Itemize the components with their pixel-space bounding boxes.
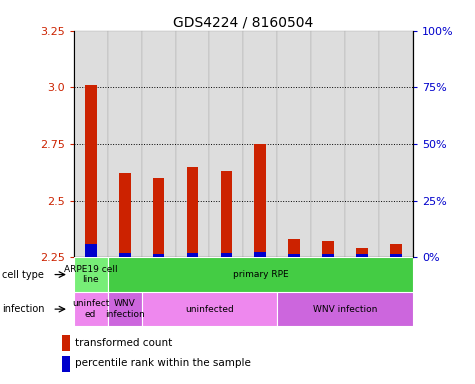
Bar [187, 253, 199, 257]
Bar [220, 253, 232, 257]
Text: cell type: cell type [2, 270, 44, 280]
Bar [390, 244, 402, 257]
Bar [107, 31, 142, 257]
Bar [176, 31, 209, 257]
Bar [152, 178, 164, 257]
Text: uninfect
ed: uninfect ed [72, 300, 109, 319]
Bar [74, 292, 107, 326]
Text: transformed count: transformed count [75, 338, 172, 348]
Text: primary RPE: primary RPE [233, 270, 288, 279]
Bar [220, 171, 232, 257]
Bar [62, 356, 70, 372]
Bar [356, 248, 368, 257]
Bar [187, 167, 199, 257]
Bar [323, 242, 334, 257]
Text: ARPE19 cell
line: ARPE19 cell line [64, 265, 117, 284]
Bar [85, 244, 96, 257]
Bar [119, 253, 131, 257]
Text: WNV
infection: WNV infection [104, 300, 144, 319]
Bar [142, 292, 277, 326]
Bar [119, 174, 131, 257]
Bar [243, 31, 277, 257]
Bar [390, 254, 402, 257]
Bar [152, 254, 164, 257]
Bar [209, 31, 243, 257]
Bar [85, 85, 96, 257]
Bar [288, 254, 300, 257]
Text: infection: infection [2, 304, 45, 314]
Text: uninfected: uninfected [185, 305, 234, 314]
Bar [255, 252, 266, 257]
Bar [277, 292, 413, 326]
Bar [74, 31, 107, 257]
Bar [288, 239, 300, 257]
Bar [312, 31, 345, 257]
Bar [74, 257, 107, 292]
Bar [62, 335, 70, 351]
Title: GDS4224 / 8160504: GDS4224 / 8160504 [173, 16, 314, 30]
Bar [255, 144, 266, 257]
Bar [345, 31, 379, 257]
Bar [142, 31, 176, 257]
Bar [356, 254, 368, 257]
Text: percentile rank within the sample: percentile rank within the sample [75, 358, 251, 368]
Bar [277, 31, 311, 257]
Text: WNV infection: WNV infection [313, 305, 378, 314]
Bar [107, 292, 142, 326]
Bar [379, 31, 413, 257]
Bar [323, 254, 334, 257]
